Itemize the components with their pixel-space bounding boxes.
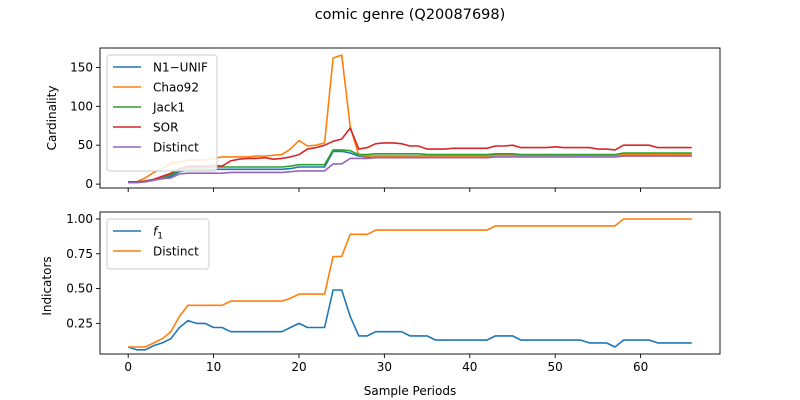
x-axis-label: Sample Periods <box>364 384 456 398</box>
legend-entry-label: SOR <box>153 121 178 135</box>
cardinality-axes: Cardinality 0 50 100 150 N1−UNIF Chao92 Jack1 S… <box>45 47 721 192</box>
figure-title: comic genre (Q20087698) <box>315 7 506 23</box>
legend: f1 Distinct <box>106 218 210 270</box>
x-tick-label: 60 <box>633 360 648 374</box>
series-line-1-1 <box>128 218 692 348</box>
legend-entry-label: Distinct <box>153 141 199 155</box>
legend-entry-label: N1−UNIF <box>153 61 208 75</box>
legend-entry-label: f1 <box>153 225 163 242</box>
series-line-0-3 <box>128 127 692 183</box>
y-tick-label: 0 <box>85 177 93 191</box>
y-tick-label: 0.75 <box>66 247 93 261</box>
series-line-0-2 <box>128 149 692 183</box>
axes-frame <box>99 47 721 189</box>
y-tick-label: 0.25 <box>66 316 93 330</box>
legend-box <box>106 54 218 172</box>
legend-entry-label: Distinct <box>153 245 199 259</box>
y-tick-label: 50 <box>78 138 93 152</box>
y-tick-label: 1.00 <box>66 212 93 226</box>
x-tick-label: 20 <box>291 360 306 374</box>
cardinality-y-axis-label: Cardinality <box>45 86 59 151</box>
legend: N1−UNIF Chao92 Jack1 SOR Distinct <box>106 54 218 172</box>
x-tick-label: 30 <box>377 360 392 374</box>
x-tick-label: 50 <box>548 360 563 374</box>
axes-frame <box>99 211 721 355</box>
series-line-0-4 <box>128 155 692 184</box>
series-line-1-0 <box>127 289 692 351</box>
indicators-axes: Indicators Sample Periods 0 10 20 30 40 50 60 0… <box>40 211 721 398</box>
x-tick-label: 10 <box>206 360 221 374</box>
indicators-y-axis-label: Indicators <box>40 256 54 315</box>
y-tick-label: 150 <box>70 60 93 74</box>
legend-entry-label: Jack1 <box>152 101 185 115</box>
x-tick-label: 0 <box>124 360 132 374</box>
legend-entry-label: Chao92 <box>153 81 199 95</box>
y-tick-label: 100 <box>70 99 93 113</box>
y-tick-label: 0.50 <box>66 282 93 296</box>
x-tick-label: 40 <box>462 360 477 374</box>
